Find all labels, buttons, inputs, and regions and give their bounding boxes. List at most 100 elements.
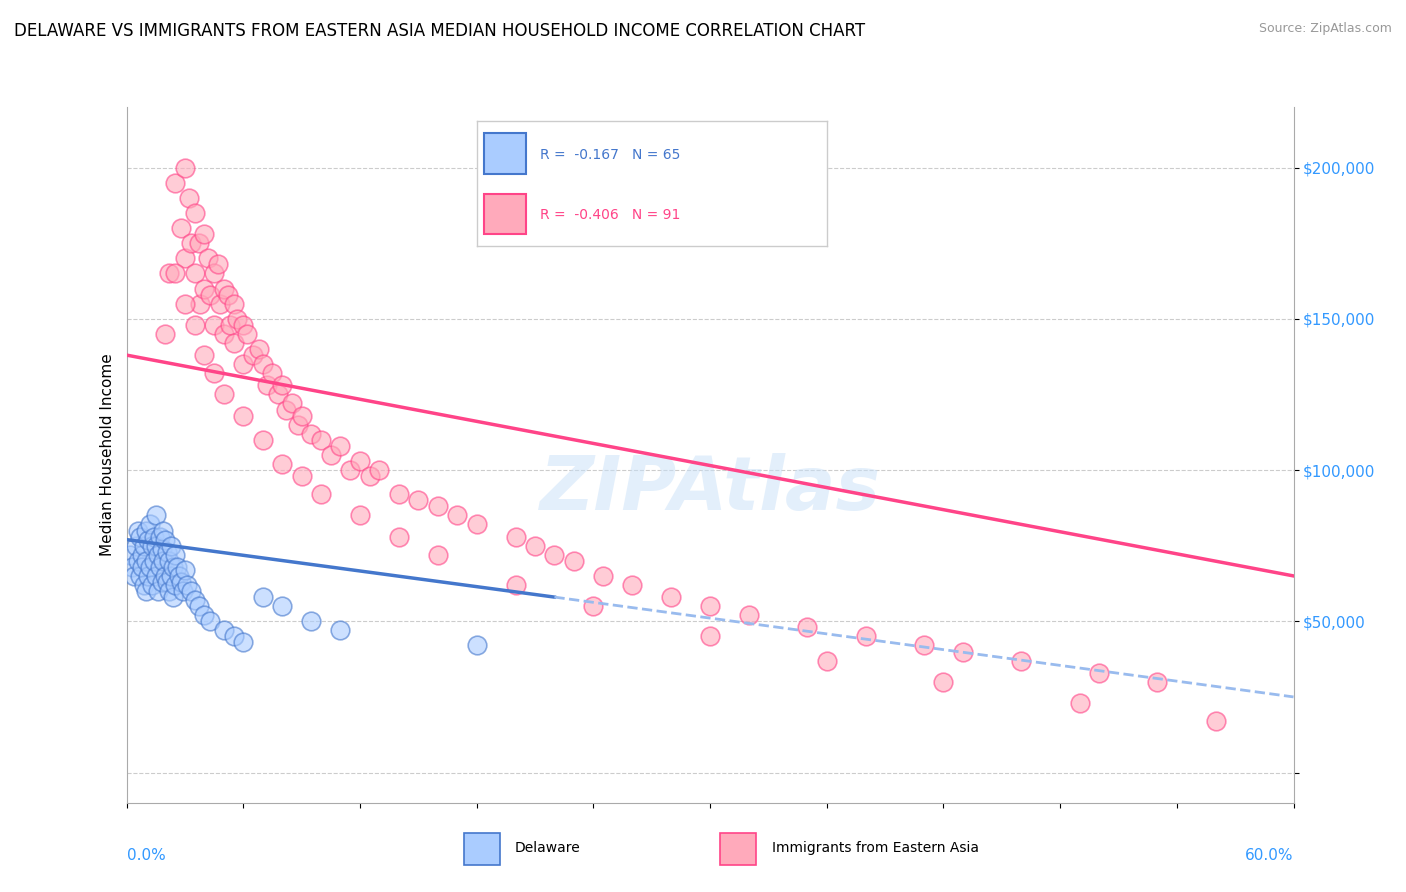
Point [136,533,159,547]
Point [193,227,215,241]
Point [136,569,159,583]
Point [170,221,193,235]
Point [208,296,231,310]
Point [299,615,322,629]
Point [142,530,165,544]
Point [1205,714,1227,728]
Point [156,545,179,559]
Point [952,644,974,658]
Point [193,348,215,362]
Point [222,336,245,351]
Point [212,281,235,295]
Point [465,517,488,532]
Point [193,281,215,295]
Point [174,563,197,577]
Point [339,463,361,477]
Point [155,326,177,341]
Point [855,629,877,643]
Point [699,599,721,614]
Point [141,578,163,592]
Point [150,574,173,589]
Point [174,296,197,310]
Point [446,508,468,523]
Point [183,267,205,281]
Point [162,559,184,574]
Point [124,569,146,583]
Text: 60.0%: 60.0% [1246,848,1294,863]
Text: DELAWARE VS IMMIGRANTS FROM EASTERN ASIA MEDIAN HOUSEHOLD INCOME CORRELATION CHA: DELAWARE VS IMMIGRANTS FROM EASTERN ASIA… [14,22,865,40]
Point [146,548,169,562]
Point [145,569,167,583]
Point [139,559,162,574]
Point [127,524,149,538]
Point [174,161,197,175]
Point [202,318,225,332]
Point [149,530,172,544]
Point [180,584,202,599]
Point [202,267,225,281]
Point [132,539,155,553]
Point [236,326,259,341]
Point [349,508,371,523]
Point [222,296,245,310]
Point [207,257,229,271]
Point [1069,696,1091,710]
Point [172,584,194,599]
Point [232,357,254,371]
Point [287,417,309,432]
Point [141,539,163,553]
Point [165,176,187,190]
Point [187,599,209,614]
Point [368,463,391,477]
Point [232,409,254,423]
Point [156,574,179,589]
Point [167,569,190,583]
Point [157,554,180,568]
Point [177,191,200,205]
Point [162,590,184,604]
Point [543,548,565,562]
Point [198,287,221,301]
Point [247,342,270,356]
Point [426,500,449,514]
Point [139,517,162,532]
Point [120,548,142,562]
Point [152,524,174,538]
Point [125,539,148,553]
Point [256,378,278,392]
Point [932,674,955,689]
Point [165,548,187,562]
Text: Source: ZipAtlas.com: Source: ZipAtlas.com [1258,22,1392,36]
Point [1146,674,1168,689]
Point [217,287,239,301]
Point [523,539,546,553]
Point [281,396,304,410]
Point [252,590,274,604]
Point [176,578,198,592]
Text: 0.0%: 0.0% [127,848,166,863]
Point [180,236,202,251]
Point [212,624,235,638]
Point [174,252,197,266]
Point [155,533,177,547]
Point [212,326,235,341]
Point [129,569,152,583]
Point [329,439,352,453]
Point [212,387,235,401]
Point [127,554,149,568]
Point [166,559,188,574]
Point [699,629,721,643]
Point [738,608,761,623]
Point [349,454,371,468]
Point [146,584,169,599]
Point [149,559,172,574]
Point [183,593,205,607]
Point [190,296,212,310]
Point [267,387,290,401]
Point [621,578,644,592]
Point [271,599,294,614]
Point [271,378,294,392]
Point [132,578,155,592]
Point [582,599,605,614]
Point [505,530,527,544]
